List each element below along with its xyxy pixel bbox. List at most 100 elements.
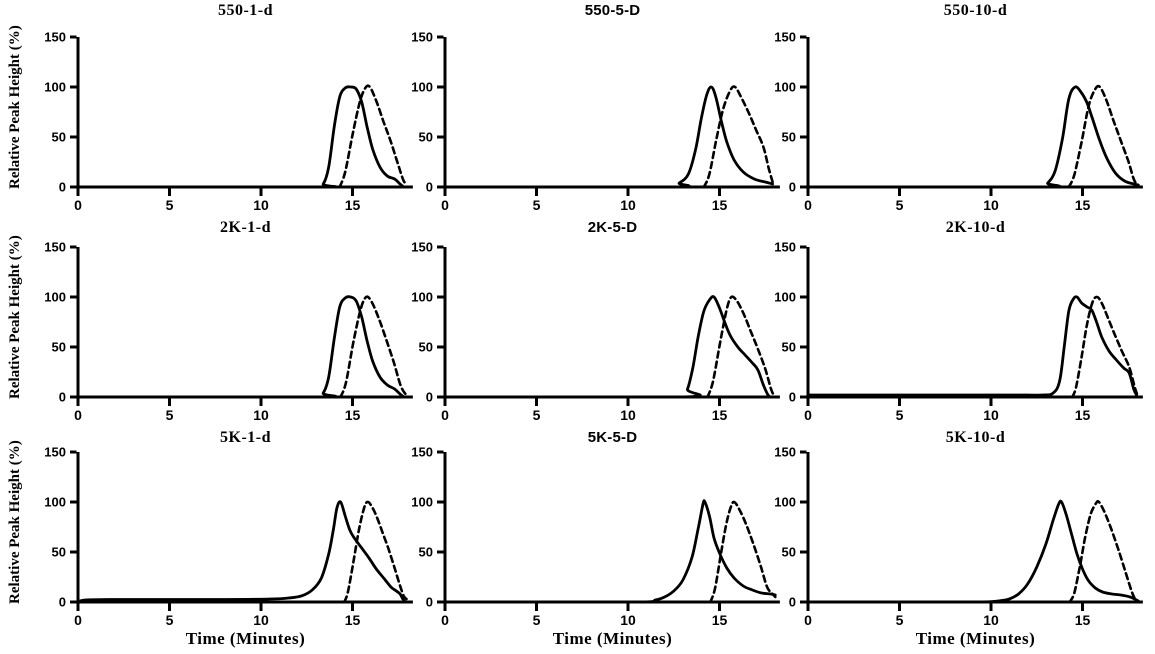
- y-tick-label: 150: [44, 445, 66, 460]
- x-axis-label: Time (Minutes): [915, 629, 1036, 648]
- subplot-title: 5K-10-d: [945, 429, 1006, 446]
- plot-canvas: 0 50 100 150 0 5 10 15: [774, 445, 1143, 628]
- x-tick-label: 0: [74, 407, 82, 423]
- x-tick-label: 10: [620, 197, 636, 213]
- subplot-title: 2K-5-D: [587, 219, 638, 236]
- y-tick-label: 0: [789, 180, 796, 195]
- y-tick-label: 50: [782, 130, 796, 145]
- subplot-title: 2K-10-d: [945, 219, 1006, 236]
- x-tick-label: 5: [896, 612, 904, 628]
- solid-trace-path: [806, 295, 1138, 397]
- x-axis-label: Time (Minutes): [185, 629, 306, 648]
- subplot-r2c2: 2K-5-D 0 50 100 150 0 5 10 15: [385, 215, 780, 425]
- x-tick-label: 10: [253, 197, 269, 213]
- subplot-title: 2K-1-d: [220, 219, 271, 236]
- subplot-r2c1: 2K-1-d Relative Peak Height (%) 0 50 100 15…: [0, 215, 413, 425]
- subplot-title: 550-5-D: [584, 2, 641, 19]
- subplot-r3c2: 5K-5-D Time (Minutes) 0 50 100 150 0 5 10 15: [385, 425, 780, 654]
- solid-trace-path: [443, 499, 777, 604]
- solid-trace-path: [76, 85, 406, 189]
- y-tick-label: 50: [782, 545, 796, 560]
- y-tick-label: 0: [426, 390, 433, 405]
- plot-canvas: 0 50 100 150 0 5 10 15: [44, 445, 413, 628]
- x-tick-label: 0: [804, 407, 812, 423]
- x-tick-label: 10: [983, 612, 999, 628]
- y-tick-label: 100: [774, 495, 796, 510]
- x-tick-label: 15: [712, 197, 728, 213]
- solid-trace-path: [806, 499, 1140, 604]
- x-tick-label: 0: [74, 612, 82, 628]
- x-tick-label: 15: [1075, 197, 1091, 213]
- y-tick-label: 150: [774, 445, 796, 460]
- solid-trace-path: [76, 500, 407, 604]
- x-tick-label: 10: [983, 407, 999, 423]
- y-tick-label: 150: [44, 240, 66, 255]
- x-tick-label: 15: [712, 612, 728, 628]
- y-tick-label: 100: [411, 290, 433, 305]
- y-tick-label: 100: [44, 290, 66, 305]
- solid-trace-path: [443, 85, 774, 189]
- x-tick-label: 0: [804, 197, 812, 213]
- subplot-r1c3: 550-10-d 0 50 100 150 0 5 10 15: [770, 0, 1155, 215]
- solid-trace-path: [443, 295, 773, 399]
- plot-canvas: 0 50 100 150 0 5 10 15: [44, 240, 413, 423]
- subplot-title: 550-1-d: [217, 2, 274, 19]
- y-tick-label: 100: [44, 80, 66, 95]
- y-tick-label: 150: [411, 445, 433, 460]
- x-tick-label: 15: [712, 407, 728, 423]
- plot-canvas: 0 50 100 150 0 5 10 15: [774, 240, 1143, 423]
- y-tick-label: 50: [52, 130, 66, 145]
- y-tick-label: 0: [59, 180, 66, 195]
- dashed-trace-path: [1067, 84, 1139, 189]
- y-tick-label: 0: [789, 595, 796, 610]
- x-axis-label: Time (Minutes): [552, 629, 673, 648]
- x-tick-label: 5: [896, 197, 904, 213]
- subplot-r2c3: 2K-10-d 0 50 100 150 0 5 10 15: [770, 215, 1155, 425]
- x-tick-label: 10: [253, 612, 269, 628]
- y-tick-label: 150: [774, 240, 796, 255]
- dashed-trace-path: [709, 500, 777, 604]
- x-tick-label: 10: [983, 197, 999, 213]
- plot-canvas: 0 50 100 150 0 5 10 15: [411, 240, 780, 423]
- x-tick-label: 10: [253, 407, 269, 423]
- x-tick-label: 0: [74, 197, 82, 213]
- dashed-trace-path: [1071, 295, 1139, 399]
- x-tick-label: 5: [533, 407, 541, 423]
- dashed-trace-path: [339, 295, 409, 399]
- x-tick-label: 0: [441, 407, 449, 423]
- y-tick-label: 150: [411, 240, 433, 255]
- subplot-r3c1: 5K-1-d Relative Peak Height (%) Time (Mi…: [0, 425, 413, 654]
- x-tick-label: 15: [345, 197, 361, 213]
- subplot-title: 5K-1-d: [220, 429, 271, 446]
- y-tick-label: 50: [782, 340, 796, 355]
- plot-canvas: 0 50 100 150 0 5 10 15: [411, 30, 780, 213]
- y-tick-label: 100: [411, 80, 433, 95]
- y-tick-label: 0: [426, 595, 433, 610]
- x-tick-label: 5: [533, 197, 541, 213]
- dashed-trace-path: [706, 295, 775, 399]
- y-tick-label: 100: [774, 290, 796, 305]
- y-tick-label: 50: [419, 130, 433, 145]
- y-tick-label: 100: [774, 80, 796, 95]
- plot-canvas: 0 50 100 150 0 5 10 15: [44, 30, 413, 213]
- x-tick-label: 15: [345, 407, 361, 423]
- solid-trace-path: [806, 85, 1140, 189]
- x-tick-label: 0: [441, 197, 449, 213]
- plot-canvas: 0 50 100 150 0 5 10 15: [411, 445, 780, 628]
- x-tick-label: 5: [533, 612, 541, 628]
- dashed-trace-path: [343, 500, 408, 604]
- y-tick-label: 0: [426, 180, 433, 195]
- x-tick-label: 15: [1075, 407, 1091, 423]
- y-tick-label: 150: [411, 30, 433, 45]
- x-tick-label: 15: [1075, 612, 1091, 628]
- y-tick-label: 50: [52, 340, 66, 355]
- y-tick-label: 100: [411, 495, 433, 510]
- y-tick-label: 0: [59, 595, 66, 610]
- dashed-trace-path: [338, 84, 409, 189]
- y-tick-label: 50: [419, 340, 433, 355]
- y-tick-label: 100: [44, 495, 66, 510]
- solid-trace-path: [76, 295, 406, 399]
- y-tick-label: 50: [419, 545, 433, 560]
- subplot-title: 5K-5-D: [587, 429, 638, 446]
